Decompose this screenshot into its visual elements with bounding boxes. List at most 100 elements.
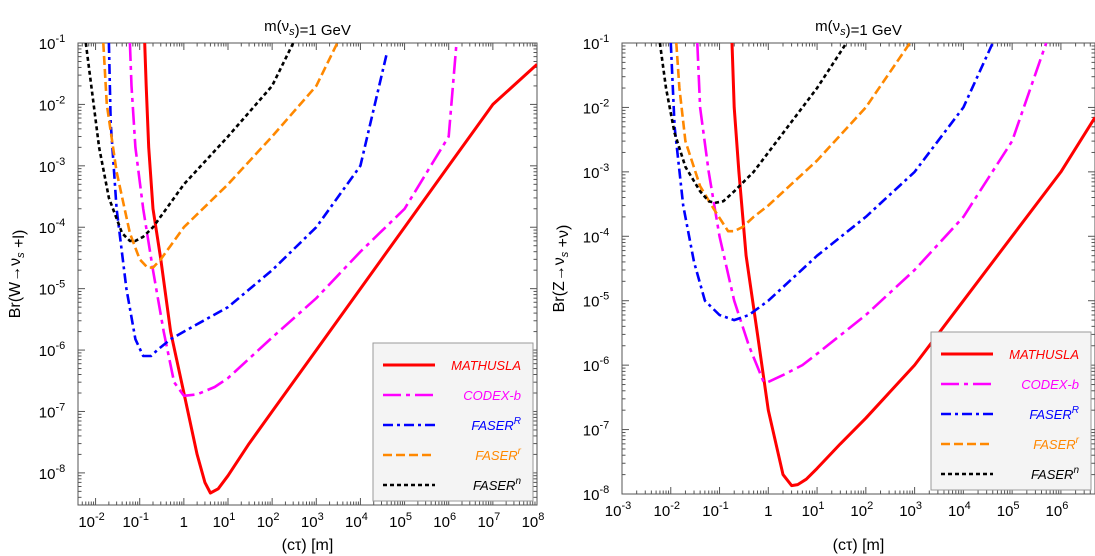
tick-exponent: -1 <box>55 33 65 45</box>
x-tick-label: 106 <box>1046 500 1069 520</box>
legend-box <box>372 342 534 502</box>
tick-exponent: 6 <box>1062 500 1068 512</box>
tick-base: 10 <box>1046 503 1063 520</box>
tick-base: 1 <box>180 514 188 531</box>
tick-base: 10 <box>39 343 56 360</box>
y-tick-label: 10-3 <box>39 156 65 176</box>
tick-base: 10 <box>605 503 622 520</box>
tick-exponent: -1 <box>599 33 609 45</box>
y-tick-label: 10-4 <box>39 217 65 237</box>
tick-exponent: 1 <box>818 500 824 512</box>
tick-exponent: -3 <box>55 156 65 168</box>
legend-label: FASERR <box>471 416 521 433</box>
legend: MATHUSLA CODEX-b FASERR FASERr FASERn <box>372 342 534 502</box>
y-tick-label: 10-7 <box>583 420 609 440</box>
legend-label: FASERr <box>1033 435 1079 452</box>
tick-exponent: -8 <box>599 484 609 496</box>
tick-exponent: -4 <box>55 217 65 229</box>
tick-base: 10 <box>583 487 600 504</box>
tick-exponent: -1 <box>719 500 729 512</box>
tick-base: 10 <box>345 514 362 531</box>
tick-base: 10 <box>477 514 494 531</box>
tick-exponent: 5 <box>1013 500 1019 512</box>
x-tick-label: 103 <box>899 500 922 520</box>
legend: MATHUSLA CODEX-b FASERR FASERr FASERn <box>930 331 1092 491</box>
x-tick-label: 104 <box>948 500 971 520</box>
tick-base: 10 <box>583 36 600 53</box>
tick-base: 10 <box>850 503 867 520</box>
tick-exponent: -2 <box>599 97 609 109</box>
tick-base: 10 <box>39 220 56 237</box>
x-tick-label: 10-1 <box>702 500 728 520</box>
tick-base: 10 <box>583 423 600 440</box>
y-tick-label: 10-8 <box>583 484 609 504</box>
tick-exponent: 1 <box>229 511 235 523</box>
tick-base: 10 <box>654 503 671 520</box>
series-line-faser-r <box>102 43 339 269</box>
series-line-codex-b <box>696 43 1048 384</box>
tick-exponent: 4 <box>362 511 368 523</box>
tick-base: 10 <box>39 159 56 176</box>
tick-base: 10 <box>78 514 95 531</box>
tick-exponent: -7 <box>55 401 65 413</box>
x-tick-label: 104 <box>345 511 368 531</box>
tick-exponent: 5 <box>406 511 412 523</box>
x-tick-label: 10-2 <box>78 511 104 531</box>
tick-exponent: -3 <box>599 162 609 174</box>
tick-exponent: -5 <box>599 291 609 303</box>
x-tick-label: 10-3 <box>605 500 631 520</box>
x-tick-label: 10-1 <box>122 511 148 531</box>
series-group <box>84 43 537 495</box>
tick-base: 10 <box>122 514 139 531</box>
x-tick-label: 105 <box>389 511 412 531</box>
y-tick-label: 10-7 <box>39 401 65 421</box>
y-tick-label: 10-5 <box>39 279 65 299</box>
tick-exponent: -4 <box>599 226 609 238</box>
tick-base: 10 <box>301 514 318 531</box>
x-tick-label: 102 <box>850 500 873 520</box>
tick-exponent: -7 <box>599 420 609 432</box>
tick-base: 10 <box>39 282 56 299</box>
y-tick-label: 10-1 <box>39 33 65 53</box>
tick-exponent: -3 <box>621 500 631 512</box>
tick-exponent: -6 <box>55 340 65 352</box>
tick-base: 10 <box>702 503 719 520</box>
series-line-mathusla <box>143 43 537 495</box>
series-line-faser-r <box>107 43 389 358</box>
tick-exponent: -1 <box>139 511 149 523</box>
y-tick-label: 10-1 <box>583 33 609 53</box>
tick-base: 10 <box>948 503 965 520</box>
tick-exponent: -6 <box>599 355 609 367</box>
tick-base: 10 <box>39 97 56 114</box>
tick-base: 1 <box>764 503 772 520</box>
tick-base: 10 <box>583 229 600 246</box>
x-tick-label: 101 <box>213 511 236 531</box>
tick-exponent: -8 <box>55 463 65 475</box>
x-tick-label: 102 <box>257 511 280 531</box>
tick-base: 10 <box>899 503 916 520</box>
tick-base: 10 <box>213 514 230 531</box>
legend-box <box>930 331 1092 491</box>
y-tick-label: 10-4 <box>583 226 609 246</box>
tick-exponent: 4 <box>965 500 971 512</box>
tick-base: 10 <box>389 514 406 531</box>
tick-exponent: 7 <box>494 511 500 523</box>
tick-base: 10 <box>433 514 450 531</box>
tick-base: 10 <box>257 514 274 531</box>
x-tick-label: 107 <box>477 511 500 531</box>
tick-base: 10 <box>522 514 539 531</box>
y-tick-label: 10-3 <box>583 162 609 182</box>
tick-base: 10 <box>583 294 600 311</box>
legend-label: CODEX-b <box>1021 377 1079 392</box>
tick-exponent: -2 <box>95 511 105 523</box>
y-tick-label: 10-5 <box>583 291 609 311</box>
x-tick-label: 105 <box>997 500 1020 520</box>
series-line-mathusla <box>730 43 1095 488</box>
y-tick-label: 10-6 <box>583 355 609 375</box>
tick-base: 10 <box>997 503 1014 520</box>
tick-exponent: 2 <box>273 511 279 523</box>
legend-label: FASERR <box>1029 405 1079 422</box>
tick-exponent: -5 <box>55 279 65 291</box>
tick-base: 10 <box>583 358 600 375</box>
